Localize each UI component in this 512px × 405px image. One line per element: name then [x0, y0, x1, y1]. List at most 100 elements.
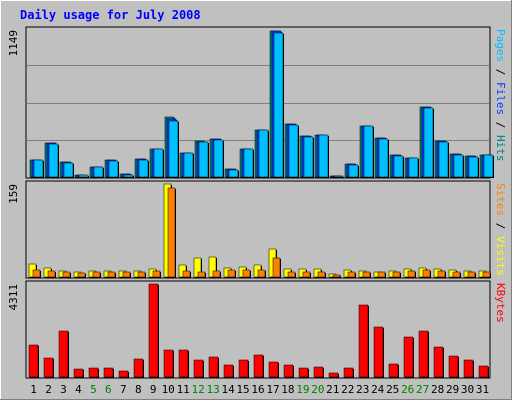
bar-sites-day-12 — [197, 271, 206, 278]
bar-kbytes-day-14 — [223, 364, 234, 378]
x-tick-label: 27 — [416, 383, 429, 396]
chart-title: Daily usage for July 2008 — [20, 8, 201, 22]
x-tick-label: 25 — [386, 383, 399, 396]
x-tick-label: 26 — [401, 383, 414, 396]
bar-sites-day-24 — [377, 271, 386, 278]
series-kbytes — [28, 283, 489, 378]
bar-pages-day-11 — [183, 152, 194, 178]
x-tick-label: 21 — [326, 383, 339, 396]
x-tick-label: 22 — [341, 383, 354, 396]
bar-kbytes-day-3 — [58, 330, 69, 378]
legend-entry: / — [494, 216, 507, 236]
bar-sites-day-10 — [167, 187, 176, 278]
bar-kbytes-day-24 — [373, 326, 384, 378]
bar-kbytes-day-15 — [238, 359, 249, 378]
bar-kbytes-day-17 — [268, 361, 279, 378]
x-tick-label: 18 — [281, 383, 294, 396]
bar-visits-day-12 — [193, 257, 202, 278]
bar-pages-day-17 — [273, 32, 284, 178]
x-tick-label: 24 — [371, 383, 385, 396]
bar-sites-day-21 — [332, 274, 341, 278]
bar-sites-day-13 — [212, 270, 221, 278]
bar-sites-day-20 — [317, 271, 326, 278]
x-tick-label: 15 — [236, 383, 249, 396]
panel-visits: 159 Sites / Visits — [7, 180, 507, 279]
bar-pages-day-27 — [423, 107, 434, 178]
x-axis-day-labels: 1 2 3 4 5 6 7 8 9 10 11 12 13 14 15 16 17 18 19 20 21 22 23 24 2… — [30, 383, 489, 396]
bar-sites-day-26 — [407, 270, 416, 278]
bar-pages-day-6 — [108, 160, 119, 178]
x-tick-label: 17 — [266, 383, 279, 396]
x-tick-label: 4 — [75, 383, 82, 396]
y-max-label-visits: 159 — [7, 184, 20, 204]
legend-visits: Sites / Visits — [494, 183, 507, 276]
bar-kbytes-day-1 — [28, 344, 39, 378]
bar-sites-day-18 — [287, 271, 296, 278]
bar-sites-day-19 — [302, 271, 311, 278]
bar-sites-day-28 — [437, 270, 446, 278]
bar-kbytes-day-5 — [88, 367, 99, 378]
x-tick-label: 13 — [206, 383, 219, 396]
x-tick-label: 6 — [105, 383, 112, 396]
x-tick-label: 5 — [90, 383, 97, 396]
bar-sites-day-25 — [392, 271, 401, 278]
y-max-label-kbytes: 4311 — [7, 284, 20, 311]
bar-sites-day-14 — [227, 269, 236, 278]
x-tick-label: 11 — [177, 383, 190, 396]
bar-kbytes-day-13 — [208, 356, 219, 378]
bar-sites-day-16 — [257, 269, 266, 278]
x-tick-label: 10 — [162, 383, 175, 396]
bar-kbytes-day-22 — [343, 367, 354, 378]
x-tick-label: 9 — [150, 383, 157, 396]
bar-pages-day-2 — [48, 143, 59, 178]
legend-entry: / — [494, 62, 507, 82]
bar-pages-day-7 — [123, 174, 134, 178]
x-tick-label: 28 — [431, 383, 444, 396]
legend-entry: / — [494, 115, 507, 135]
bar-kbytes-day-16 — [253, 354, 264, 378]
bar-pages-day-9 — [153, 148, 164, 178]
legend-entry: Hits — [494, 135, 507, 162]
x-tick-label: 31 — [476, 383, 489, 396]
bar-kbytes-day-25 — [388, 363, 399, 378]
bar-pages-day-1 — [33, 159, 44, 178]
bar-sites-day-1 — [32, 269, 41, 278]
x-tick-label: 16 — [251, 383, 264, 396]
bar-kbytes-day-30 — [463, 359, 474, 378]
bar-sites-day-31 — [482, 271, 491, 278]
legend-kbytes: KBytes — [494, 283, 507, 323]
bar-sites-day-3 — [62, 271, 71, 278]
bar-kbytes-day-8 — [133, 358, 144, 378]
bar-sites-day-23 — [362, 271, 371, 278]
bar-kbytes-day-26 — [403, 336, 414, 378]
bar-sites-day-22 — [347, 271, 356, 278]
bar-kbytes-day-10 — [163, 349, 174, 378]
bar-sites-day-5 — [92, 271, 101, 278]
bar-pages-day-13 — [213, 139, 224, 178]
plot-area-visits — [25, 180, 491, 279]
y-max-label-hits: 1149 — [7, 30, 20, 57]
panel-kbytes: 4311 KBytes — [7, 280, 507, 379]
x-tick-label: 8 — [135, 383, 142, 396]
x-tick-label: 20 — [311, 383, 324, 396]
bar-sites-day-9 — [152, 270, 161, 278]
series-pages — [33, 32, 494, 178]
x-tick-label: 23 — [356, 383, 369, 396]
x-tick-label: 2 — [45, 383, 52, 396]
bar-sites-day-30 — [467, 271, 476, 278]
bar-pages-day-31 — [483, 154, 494, 178]
bar-pages-day-10 — [168, 120, 179, 178]
bar-kbytes-day-18 — [283, 364, 294, 378]
bar-pages-day-23 — [363, 125, 374, 178]
legend-entry: KBytes — [494, 283, 507, 323]
bar-pages-day-4 — [78, 174, 89, 178]
bar-kbytes-day-7 — [118, 370, 129, 378]
bar-pages-day-29 — [453, 154, 464, 178]
bar-sites-day-15 — [242, 269, 251, 278]
bar-pages-day-25 — [393, 155, 404, 178]
bar-pages-day-8 — [138, 159, 149, 178]
bar-kbytes-day-31 — [478, 365, 489, 378]
bar-pages-day-26 — [408, 157, 419, 178]
bar-pages-day-19 — [303, 136, 314, 178]
